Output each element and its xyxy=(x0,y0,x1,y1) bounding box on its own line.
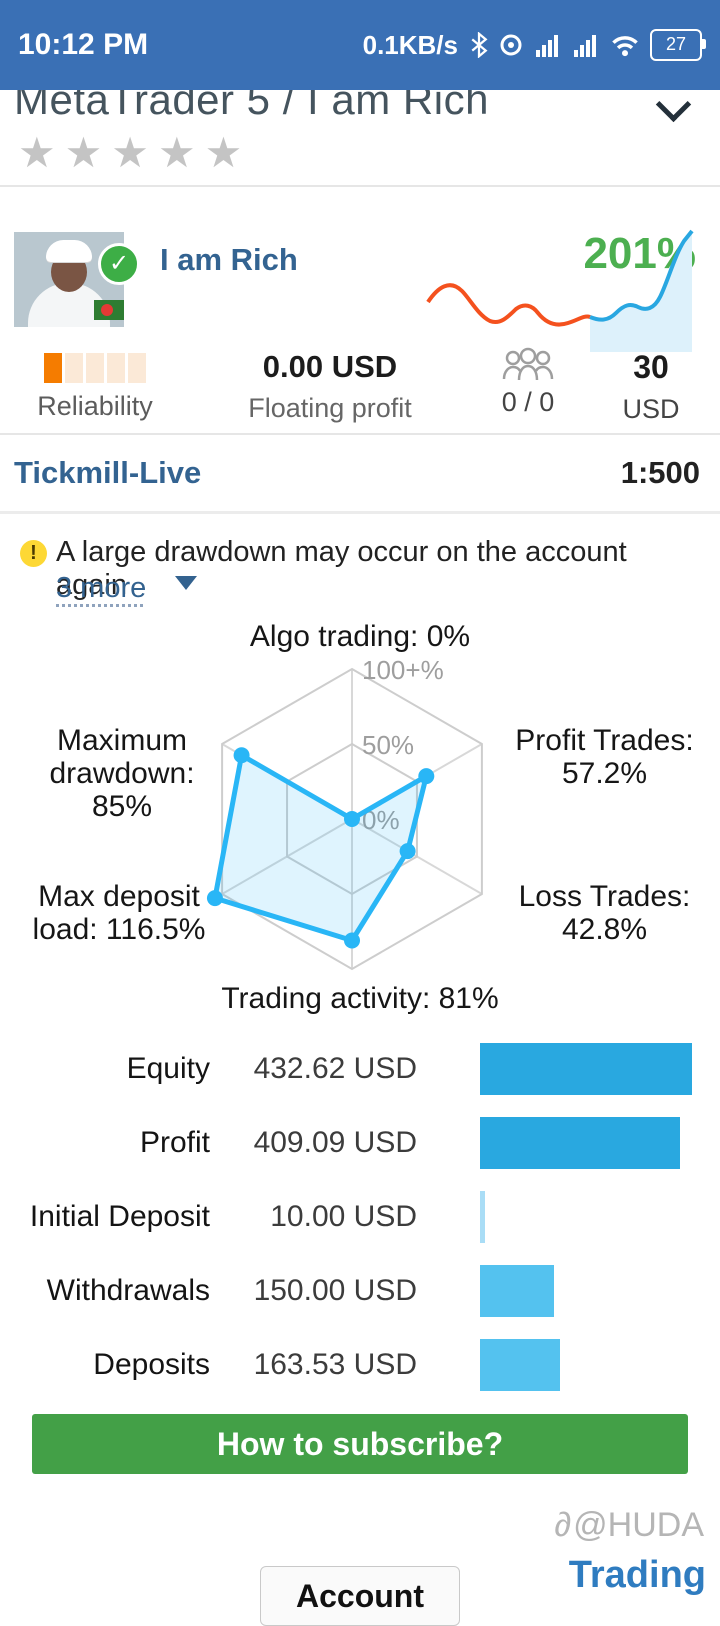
bar-value: 150.00 USD xyxy=(253,1274,417,1307)
status-bar: 10:12 PM 0.1KB/s 27 xyxy=(0,0,720,90)
bar-fill xyxy=(480,1043,692,1095)
battery-icon: 27 xyxy=(650,29,706,61)
wifi-icon xyxy=(610,32,640,58)
price-value: 30 xyxy=(633,349,669,385)
radar-data-point xyxy=(399,843,416,860)
bar-label: Withdrawals xyxy=(46,1274,210,1307)
bar-track xyxy=(480,1191,720,1243)
radar-data-point xyxy=(206,890,223,907)
broker-row: Tickmill-Live 1:500 xyxy=(0,433,720,511)
price-unit: USD xyxy=(622,394,680,424)
account-button[interactable]: Account xyxy=(260,1566,460,1626)
watermark-icon: ∂ xyxy=(554,1506,572,1544)
radar-data-point xyxy=(233,747,250,764)
bar-track xyxy=(480,1265,720,1317)
growth-sparkline xyxy=(420,217,700,352)
watermark-brand: Trading xyxy=(568,1554,706,1596)
status-icons: 0.1KB/s 27 xyxy=(362,29,706,61)
bar-row: Deposits 163.53 USD xyxy=(0,1328,720,1402)
radar-axis-loss-trades: Loss Trades: 42.8% xyxy=(518,880,691,946)
reliability-segment xyxy=(128,353,146,383)
more-warnings-link[interactable]: 3 more xyxy=(56,572,147,604)
floating-profit-value: 0.00 USD xyxy=(262,349,398,384)
radar-chart: 0%50%100+% Algo trading: 0% Profit Trade… xyxy=(0,612,720,1015)
broker-name[interactable]: Tickmill-Live xyxy=(14,455,202,490)
bars-section: Equity 432.62 USD Profit 409.09 USD Initial … xyxy=(0,1032,720,1402)
bar-row: Equity 432.62 USD xyxy=(0,1032,720,1106)
floating-profit-label: Floating profit xyxy=(248,393,412,423)
caret-down-icon[interactable] xyxy=(175,576,197,590)
clock: 10:12 PM xyxy=(18,28,149,61)
avatar xyxy=(14,232,124,327)
floating-profit-block: 0.00 USD Floating profit xyxy=(190,349,470,424)
bar-track xyxy=(480,1043,720,1095)
bar-label: Equity xyxy=(126,1052,210,1085)
bar-fill xyxy=(480,1117,681,1169)
bar-value: 10.00 USD xyxy=(270,1200,417,1233)
bar-value: 163.53 USD xyxy=(253,1348,417,1381)
bar-value: 432.62 USD xyxy=(253,1052,417,1085)
leverage-value: 1:500 xyxy=(620,455,700,490)
radar-axis-maximum-drawdown: Maximum drawdown: 85% xyxy=(49,724,195,823)
cellular-signal-icon xyxy=(572,32,600,58)
bar-row: Withdrawals 150.00 USD xyxy=(0,1254,720,1328)
radar-data-point xyxy=(344,811,360,827)
page-title: MetaTrader 5 / I am Rich xyxy=(14,90,489,123)
reliability-segment xyxy=(107,353,125,383)
watermark: ∂@HUDA xyxy=(554,1506,704,1545)
bar-label: Initial Deposit xyxy=(29,1200,210,1233)
app-bar: MetaTrader 5 / I am Rich ★★★★★ xyxy=(0,90,720,183)
reliability-meter xyxy=(20,353,170,383)
stats-row: Reliability 0.00 USD Floating profit 0 /… xyxy=(0,347,720,435)
bluetooth-icon xyxy=(470,32,488,58)
radar-axis-trading-activity: Trading activity: 81% xyxy=(221,982,499,1015)
bar-label: Deposits xyxy=(93,1348,210,1381)
signal-name[interactable]: I am Rich xyxy=(160,242,298,277)
bar-fill xyxy=(480,1191,485,1243)
radar-axis-max-deposit-load: Max deposit load: 116.5% xyxy=(32,880,206,946)
reliability-segment xyxy=(65,353,83,383)
avatar-cap xyxy=(46,240,92,262)
subscribers-block: 0 / 0 xyxy=(468,347,588,418)
reliability-segment xyxy=(44,353,62,383)
bar-fill xyxy=(480,1339,561,1391)
radar-axis-profit-trades: Profit Trades: 57.2% xyxy=(515,724,694,790)
radar-ring-label: 50% xyxy=(362,730,414,760)
radar-axis-algo-trading: Algo trading: 0% xyxy=(249,620,471,653)
rating-stars[interactable]: ★★★★★ xyxy=(18,129,252,176)
how-to-subscribe-button[interactable]: How to subscribe? xyxy=(32,1414,688,1474)
radar-ring-label: 100+% xyxy=(362,655,444,685)
bar-row: Initial Deposit 10.00 USD xyxy=(0,1180,720,1254)
bar-track xyxy=(480,1339,720,1391)
reliability-block: Reliability xyxy=(20,347,170,422)
signal-profile-card: I am Rich 201% Reliability 0.00 USD Floa… xyxy=(0,185,720,433)
radar-data-point xyxy=(418,768,435,785)
data-saver-icon xyxy=(498,32,524,58)
subscribers-count: 0 / 0 xyxy=(501,387,555,417)
bar-label: Profit xyxy=(139,1126,210,1159)
price-block: 30 USD xyxy=(606,349,696,425)
watermark-handle: @HUDA xyxy=(573,1506,704,1544)
subscribers-icon xyxy=(468,347,588,383)
bar-value: 409.09 USD xyxy=(253,1126,417,1159)
radar-ring xyxy=(221,667,483,971)
warning-section: ! A large drawdown may occur on the acco… xyxy=(0,511,720,612)
network-speed: 0.1KB/s xyxy=(362,29,458,60)
bar-row: Profit 409.09 USD xyxy=(0,1106,720,1180)
reliability-label: Reliability xyxy=(37,391,153,421)
cellular-signal-icon xyxy=(534,32,562,58)
bar-track xyxy=(480,1117,720,1169)
warning-text: A large drawdown may occur on the accoun… xyxy=(56,536,627,601)
radar-data-point xyxy=(344,932,360,949)
verified-check-icon xyxy=(98,243,140,285)
warning-icon: ! xyxy=(20,540,47,567)
reliability-segment xyxy=(86,353,104,383)
bangladesh-flag-icon xyxy=(94,300,124,320)
bar-fill xyxy=(480,1265,554,1317)
radar-data-polygon xyxy=(212,752,429,943)
